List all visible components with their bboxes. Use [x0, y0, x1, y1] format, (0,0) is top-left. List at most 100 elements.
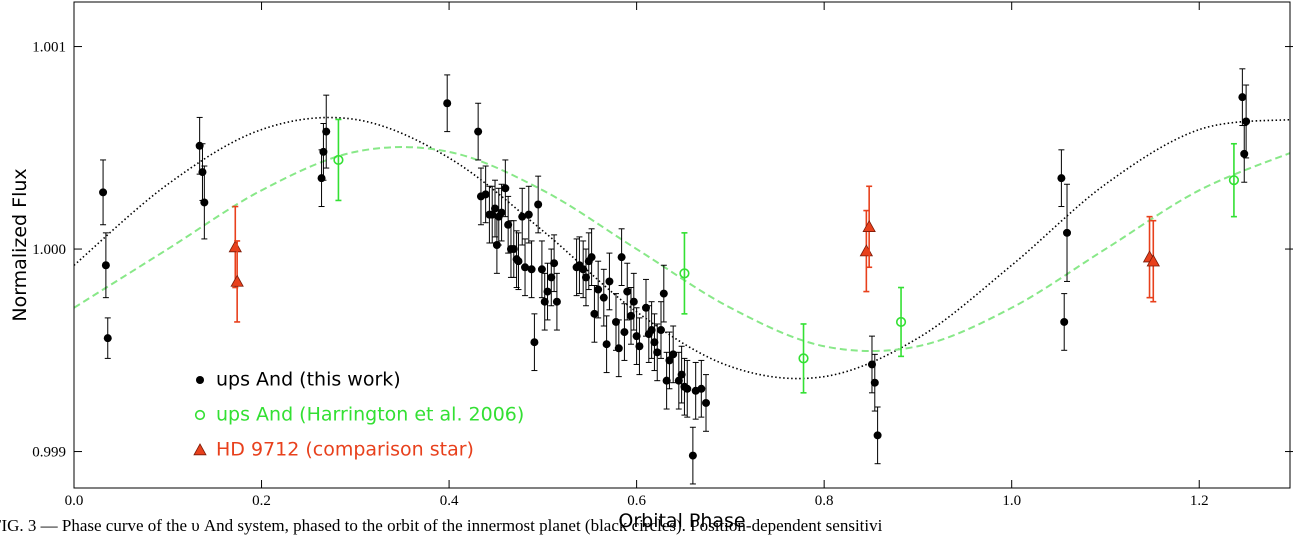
point	[481, 190, 490, 199]
point	[99, 188, 108, 197]
point	[1057, 174, 1066, 183]
point	[530, 338, 539, 347]
point	[509, 245, 518, 254]
point	[518, 212, 527, 221]
y-axis-label: Normalized Flux	[9, 168, 31, 321]
x-tick-label: 0.8	[815, 493, 834, 509]
point	[537, 265, 546, 274]
legend-label: HD 9712 (comparison star)	[216, 439, 474, 461]
point	[688, 451, 697, 460]
point	[594, 285, 603, 294]
point	[617, 253, 626, 262]
open-point	[679, 268, 690, 279]
point	[665, 356, 674, 365]
triangle-point	[862, 219, 876, 232]
model-curve	[74, 146, 1290, 353]
point	[870, 378, 879, 387]
point	[579, 265, 588, 274]
point	[103, 334, 112, 343]
point	[599, 293, 608, 302]
point	[590, 309, 599, 318]
point	[317, 174, 326, 183]
triangle-point	[230, 274, 244, 287]
point	[602, 340, 611, 349]
open-point	[895, 316, 907, 328]
plot-area	[74, 68, 1290, 485]
point	[697, 384, 706, 393]
point	[867, 360, 876, 369]
point	[1238, 93, 1247, 102]
triangle-point	[859, 244, 874, 257]
point	[540, 297, 549, 306]
point	[491, 204, 500, 213]
point	[550, 259, 559, 268]
point	[662, 376, 671, 385]
point	[614, 344, 623, 353]
point	[581, 273, 590, 282]
x-tick-label: 0.2	[252, 493, 271, 509]
point	[605, 277, 614, 286]
point	[873, 431, 882, 440]
point	[521, 263, 530, 272]
point	[322, 127, 331, 136]
triangle-point	[1146, 254, 1160, 267]
point	[702, 398, 711, 407]
point	[629, 297, 638, 306]
point	[653, 348, 662, 357]
x-tick-label: 0.6	[627, 493, 646, 509]
point	[626, 311, 635, 320]
point	[319, 147, 328, 156]
point	[632, 332, 641, 341]
y-tick-label: 1.001	[32, 40, 66, 56]
point	[659, 289, 668, 298]
open-point	[1228, 175, 1240, 186]
point	[552, 297, 561, 306]
point	[674, 376, 683, 385]
point	[635, 342, 644, 351]
plot-frame	[73, 1, 1291, 489]
x-tick-label: 1.0	[1002, 493, 1021, 509]
point	[443, 99, 452, 108]
model-curve	[74, 116, 1290, 380]
point	[200, 198, 209, 207]
open-point	[333, 154, 344, 166]
point	[497, 208, 506, 217]
triangle-point	[228, 240, 242, 253]
x-tick-label: 1.2	[1190, 493, 1209, 509]
legend-marker	[194, 409, 206, 421]
point	[623, 287, 632, 296]
x-tick-label: 0.4	[440, 493, 459, 509]
point	[534, 200, 543, 209]
x-tick-label: 0.0	[65, 493, 84, 509]
point	[527, 265, 536, 274]
point	[474, 127, 483, 136]
point	[547, 273, 556, 282]
x-axis-label: Orbital Phase	[618, 510, 745, 532]
point	[647, 326, 656, 335]
point	[514, 257, 523, 266]
point	[1242, 117, 1251, 126]
y-tick-label: 1.000	[32, 242, 66, 258]
open-point	[798, 353, 809, 364]
point	[1063, 228, 1072, 237]
point	[524, 210, 533, 219]
legend-marker	[196, 376, 204, 384]
point	[650, 338, 659, 347]
point	[501, 184, 510, 193]
point	[504, 220, 513, 229]
legend-label: ups And (Harrington et al. 2006)	[216, 404, 524, 426]
legend-marker	[193, 443, 207, 456]
point	[620, 328, 629, 337]
legend-label: ups And (this work)	[216, 369, 401, 391]
point	[1060, 317, 1069, 326]
point	[1240, 149, 1249, 158]
point	[656, 326, 665, 335]
point	[669, 350, 678, 359]
point	[198, 168, 207, 177]
point	[543, 287, 552, 296]
point	[677, 370, 686, 379]
point	[683, 384, 692, 393]
y-tick-label: 0.999	[32, 445, 66, 461]
